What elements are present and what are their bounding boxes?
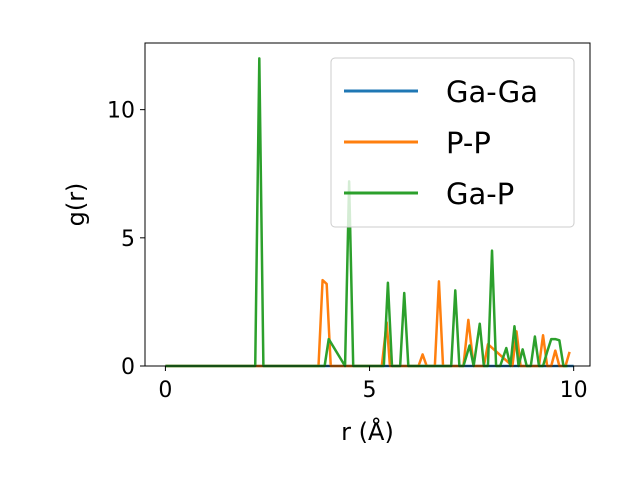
legend-box bbox=[330, 57, 575, 228]
x-tick-label: 0 bbox=[158, 378, 172, 403]
legend-label-ga-p: Ga-P bbox=[446, 177, 514, 211]
x-tick-label: 10 bbox=[560, 378, 588, 403]
legend: Ga-Ga P-P Ga-P bbox=[330, 57, 575, 228]
x-axis-label: r (Å) bbox=[341, 417, 394, 446]
y-tick-label: 10 bbox=[107, 99, 135, 124]
x-tick-label: 5 bbox=[363, 378, 377, 403]
y-tick-label: 0 bbox=[121, 355, 135, 380]
y-axis-label: g(r) bbox=[62, 183, 90, 227]
plot-frame bbox=[144, 42, 591, 367]
legend-label-p-p: P-P bbox=[446, 126, 491, 160]
legend-label-ga-ga: Ga-Ga bbox=[446, 75, 538, 109]
series-line-p-p bbox=[165, 278, 571, 368]
ticks-layer: 0 5 10 0 5 10 bbox=[107, 99, 588, 403]
y-tick-label: 5 bbox=[121, 227, 135, 252]
